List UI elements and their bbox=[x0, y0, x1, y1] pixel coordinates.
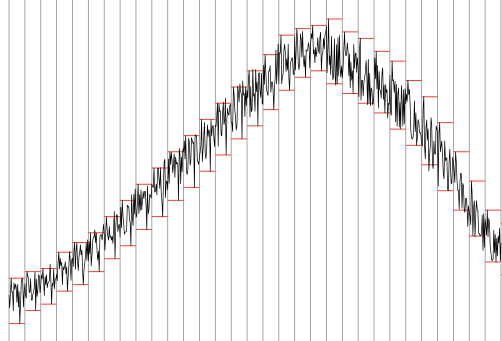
series-layer bbox=[8, 18, 502, 324]
series-line bbox=[8, 18, 502, 324]
vertical-grid bbox=[8, 0, 502, 341]
